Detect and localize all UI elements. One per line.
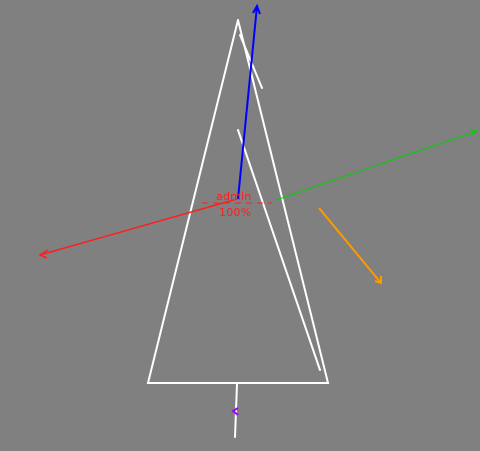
triangle-wireframe[interactable] xyxy=(146,19,330,438)
triangle-outline[interactable] xyxy=(146,19,330,384)
anchor-marker-icon[interactable] xyxy=(231,407,239,416)
object-name-label: admin xyxy=(216,190,252,203)
orange-direction-arrow[interactable] xyxy=(318,207,382,285)
z-axis-arrow[interactable] xyxy=(237,3,261,200)
stem-line xyxy=(234,383,238,438)
edge-guide-lower xyxy=(237,129,321,371)
zoom-level-label: 100% xyxy=(219,206,252,219)
x-axis-arrow[interactable] xyxy=(38,198,238,259)
y-axis-arrow[interactable] xyxy=(275,128,479,201)
